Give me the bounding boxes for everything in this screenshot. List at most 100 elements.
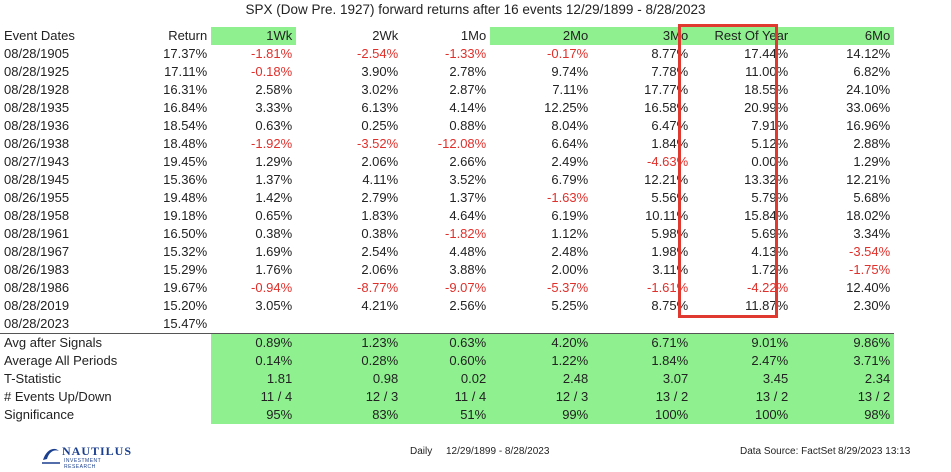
value-cell-1mo: 3.88% (449, 262, 487, 277)
value-cell-1wk: 1.69% (255, 244, 293, 259)
value-cell-2mo: 6.79% (551, 172, 589, 187)
event-date-cell: 08/27/1943 (4, 154, 70, 169)
value-cell-1wk: -1.92% (251, 136, 293, 151)
table-row: 08/28/1935 16.84% 3.33% 6.13% 4.14% 12.25% 16.… (0, 99, 894, 117)
value-cell-2wk: 0.25% (361, 118, 399, 133)
value-cell-2wk: -3.52% (357, 136, 399, 151)
value-cell-2wk: 0.28% (296, 352, 403, 370)
footer-source: Data Source: FactSet (740, 446, 836, 457)
event-date-cell: 08/26/1983 (4, 262, 70, 277)
value-cell-return: 19.48% (163, 190, 208, 205)
chart-title: SPX (Dow Pre. 1927) forward returns afte… (245, 2, 706, 17)
table-row: 08/28/1925 17.11% -0.18% 3.90% 2.78% 9.74% 7.7… (0, 63, 894, 81)
value-cell-2mo: 6.64% (551, 136, 589, 151)
value-cell-rest-of-year: 3.45 (692, 370, 793, 388)
value-cell-2wk: 0.98 (296, 370, 403, 388)
value-cell-1wk: 0.65% (255, 208, 293, 223)
value-cell-3mo: 17.77% (644, 82, 689, 97)
value-cell-1wk: 1.76% (255, 262, 293, 277)
header-1mo: 1Mo (460, 28, 487, 43)
summary-row: # Events Up/Down 11 / 4 12 / 3 11 / 4 12 / 3… (0, 388, 895, 406)
value-cell-1mo: 51% (402, 406, 491, 424)
value-cell-rest-of-year: 2.47% (692, 352, 793, 370)
value-cell-3mo: 5.56% (651, 190, 689, 205)
value-cell-3mo: 3.11% (652, 262, 689, 277)
value-cell-2mo: -0.17% (547, 46, 589, 61)
value-cell-return: 15.29% (163, 262, 208, 277)
header-2wk: 2Wk (372, 28, 399, 43)
table-row: 08/28/1958 19.18% 0.65% 1.83% 4.64% 6.19% 10.1… (0, 207, 894, 225)
value-cell-6mo (792, 315, 894, 334)
value-cell-rest-of-year: 5.79% (751, 190, 789, 205)
summary-row: T-Statistic 1.81 0.98 0.02 2.48 3.07 3.45 2.34 (0, 370, 895, 388)
value-cell-1wk: 0.89% (211, 333, 297, 352)
table-row: 08/27/1943 19.45% 1.29% 2.06% 2.66% 2.49% -4.6… (0, 153, 894, 171)
value-cell-3mo: 6.71% (592, 333, 693, 352)
summary-row: Avg after Signals 0.89% 1.23% 0.63% 4.20% 6.7… (0, 333, 895, 352)
value-cell-3mo (592, 315, 692, 334)
table-row: 08/28/1928 16.31% 2.58% 3.02% 2.87% 7.11% 17.7… (0, 81, 894, 99)
logo-wordmark: NAUTILUS (62, 444, 133, 458)
value-cell-1wk: 11 / 4 (211, 388, 297, 406)
value-cell-1wk: 1.29% (255, 154, 293, 169)
header-3mo: 3Mo (592, 27, 693, 45)
value-cell-return: 16.31% (163, 82, 208, 97)
event-date-cell: 08/28/1928 (4, 82, 70, 97)
value-cell-1mo: 0.60% (402, 352, 491, 370)
returns-table: Event Dates Return 1Wk 2Wk 1Mo 2Mo 3Mo Rest Of … (0, 27, 895, 424)
value-cell-2mo: 4.20% (490, 333, 593, 352)
value-cell-1mo (402, 315, 490, 334)
value-cell-2wk: 2.06% (361, 154, 399, 169)
value-cell-2mo: 9.74% (551, 64, 589, 79)
value-cell-3mo: -1.61% (647, 280, 689, 295)
event-date-cell: 08/28/1905 (4, 46, 70, 61)
value-cell-rest-of-year: 11.00% (745, 64, 789, 79)
value-cell-return: 17.37% (163, 46, 208, 61)
event-date-cell: 08/28/1967 (4, 244, 70, 259)
summary-row: Significance 95% 83% 51% 99% 100% 100% 98% (0, 406, 895, 424)
value-cell-3mo: 12.21% (644, 172, 689, 187)
value-cell-rest-of-year: 7.91% (751, 118, 789, 133)
value-cell-3mo: -4.63% (647, 154, 689, 169)
table-row: 08/28/2023 15.47% (0, 315, 894, 334)
value-cell-2mo: 8.04% (551, 118, 589, 133)
value-cell-2mo: 2.00% (551, 262, 589, 277)
header-6mo: 6Mo (792, 27, 895, 45)
event-date-cell: 08/28/1935 (4, 100, 70, 115)
value-cell-1mo: 2.87% (449, 82, 487, 97)
value-cell-1wk: 3.05% (255, 298, 293, 313)
value-cell-2mo: 2.49% (551, 154, 589, 169)
value-cell-3mo: 1.84% (651, 136, 689, 151)
value-cell-2mo: 12.25% (544, 100, 589, 115)
value-cell-return (121, 406, 211, 424)
summary-label-cell: Avg after Signals (0, 333, 122, 352)
value-cell-3mo: 1.84% (592, 352, 693, 370)
value-cell-1mo: 0.63% (402, 333, 491, 352)
value-cell-1wk: -0.18% (251, 64, 293, 79)
nautilus-swirl-icon (42, 448, 60, 464)
value-cell-6mo: 12.21% (846, 172, 891, 187)
value-cell-1mo: 3.52% (449, 172, 487, 187)
value-cell-rest-of-year: 20.99% (744, 100, 789, 115)
value-cell-1wk: 2.58% (255, 82, 293, 97)
value-cell-3mo: 100% (592, 406, 693, 424)
value-cell-1mo: 11 / 4 (402, 388, 491, 406)
value-cell-2wk: 83% (296, 406, 403, 424)
value-cell-3mo: 13 / 2 (592, 388, 693, 406)
value-cell-return: 17.11% (164, 64, 208, 79)
value-cell-return (121, 388, 211, 406)
value-cell-6mo: 16.96% (846, 118, 891, 133)
value-cell-2mo: -5.37% (547, 280, 589, 295)
value-cell-1mo: 2.78% (449, 64, 487, 79)
value-cell-1mo: -9.07% (445, 280, 487, 295)
value-cell-return: 19.18% (163, 208, 208, 223)
table-row: 08/28/1936 18.54% 0.63% 0.25% 0.88% 8.04% 6.47… (0, 117, 894, 135)
table-row: 08/28/1945 15.36% 1.37% 4.11% 3.52% 6.79% 12.2… (0, 171, 894, 189)
table-row: 08/28/1967 15.32% 1.69% 2.54% 4.48% 2.48% 1.98… (0, 243, 894, 261)
value-cell-6mo: -3.54% (849, 244, 891, 259)
value-cell-1mo: 2.66% (449, 154, 487, 169)
value-cell-1wk: 1.81 (211, 370, 297, 388)
value-cell-6mo: 3.71% (792, 352, 895, 370)
summary-label-cell: T-Statistic (4, 371, 62, 386)
value-cell-rest-of-year: 9.01% (692, 333, 793, 352)
